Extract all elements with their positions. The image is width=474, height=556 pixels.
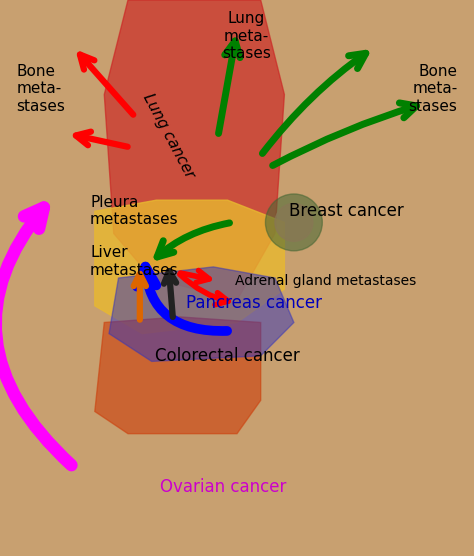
Polygon shape: [95, 200, 284, 334]
Text: Liver
metastases: Liver metastases: [90, 245, 179, 277]
Text: Ovarian cancer: Ovarian cancer: [160, 478, 286, 495]
Text: Bone
meta-
stases: Bone meta- stases: [409, 64, 457, 114]
Text: Bone
meta-
stases: Bone meta- stases: [17, 64, 65, 114]
Text: Breast cancer: Breast cancer: [289, 202, 403, 220]
Polygon shape: [104, 0, 284, 300]
Ellipse shape: [90, 33, 384, 545]
Polygon shape: [109, 267, 294, 361]
Text: Adrenal gland metastases: Adrenal gland metastases: [235, 274, 416, 288]
Text: Pancreas cancer: Pancreas cancer: [186, 294, 321, 312]
Text: Colorectal cancer: Colorectal cancer: [155, 347, 300, 365]
Circle shape: [265, 194, 322, 251]
Text: Lung cancer: Lung cancer: [140, 91, 197, 181]
Circle shape: [275, 203, 313, 241]
Text: Lung
meta-
stases: Lung meta- stases: [222, 11, 271, 61]
Polygon shape: [95, 317, 261, 434]
Text: Pleura
metastases: Pleura metastases: [90, 195, 179, 227]
